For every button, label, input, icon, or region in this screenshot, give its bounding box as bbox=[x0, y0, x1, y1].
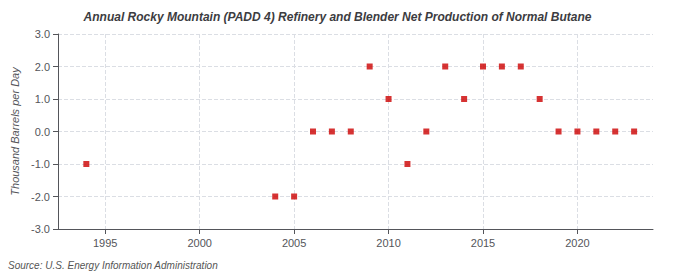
svg-text:2000: 2000 bbox=[187, 237, 211, 249]
svg-text:3.0: 3.0 bbox=[35, 28, 50, 40]
svg-text:-2.0: -2.0 bbox=[31, 191, 50, 203]
svg-text:Annual Rocky Mountain (PADD 4): Annual Rocky Mountain (PADD 4) Refinery … bbox=[83, 10, 592, 24]
svg-text:-3.0: -3.0 bbox=[31, 223, 50, 235]
svg-text:Source: U.S. Energy Informatio: Source: U.S. Energy Information Administ… bbox=[8, 260, 218, 271]
svg-text:2.0: 2.0 bbox=[35, 61, 50, 73]
svg-text:1.0: 1.0 bbox=[35, 93, 50, 105]
svg-text:-1.0: -1.0 bbox=[31, 158, 50, 170]
svg-text:2005: 2005 bbox=[282, 237, 306, 249]
svg-text:Thousand Barrels per Day: Thousand Barrels per Day bbox=[9, 66, 21, 196]
svg-text:2015: 2015 bbox=[471, 237, 495, 249]
svg-text:1995: 1995 bbox=[93, 237, 117, 249]
svg-text:2020: 2020 bbox=[565, 237, 589, 249]
svg-text:2010: 2010 bbox=[376, 237, 400, 249]
svg-text:0.0: 0.0 bbox=[35, 126, 50, 138]
